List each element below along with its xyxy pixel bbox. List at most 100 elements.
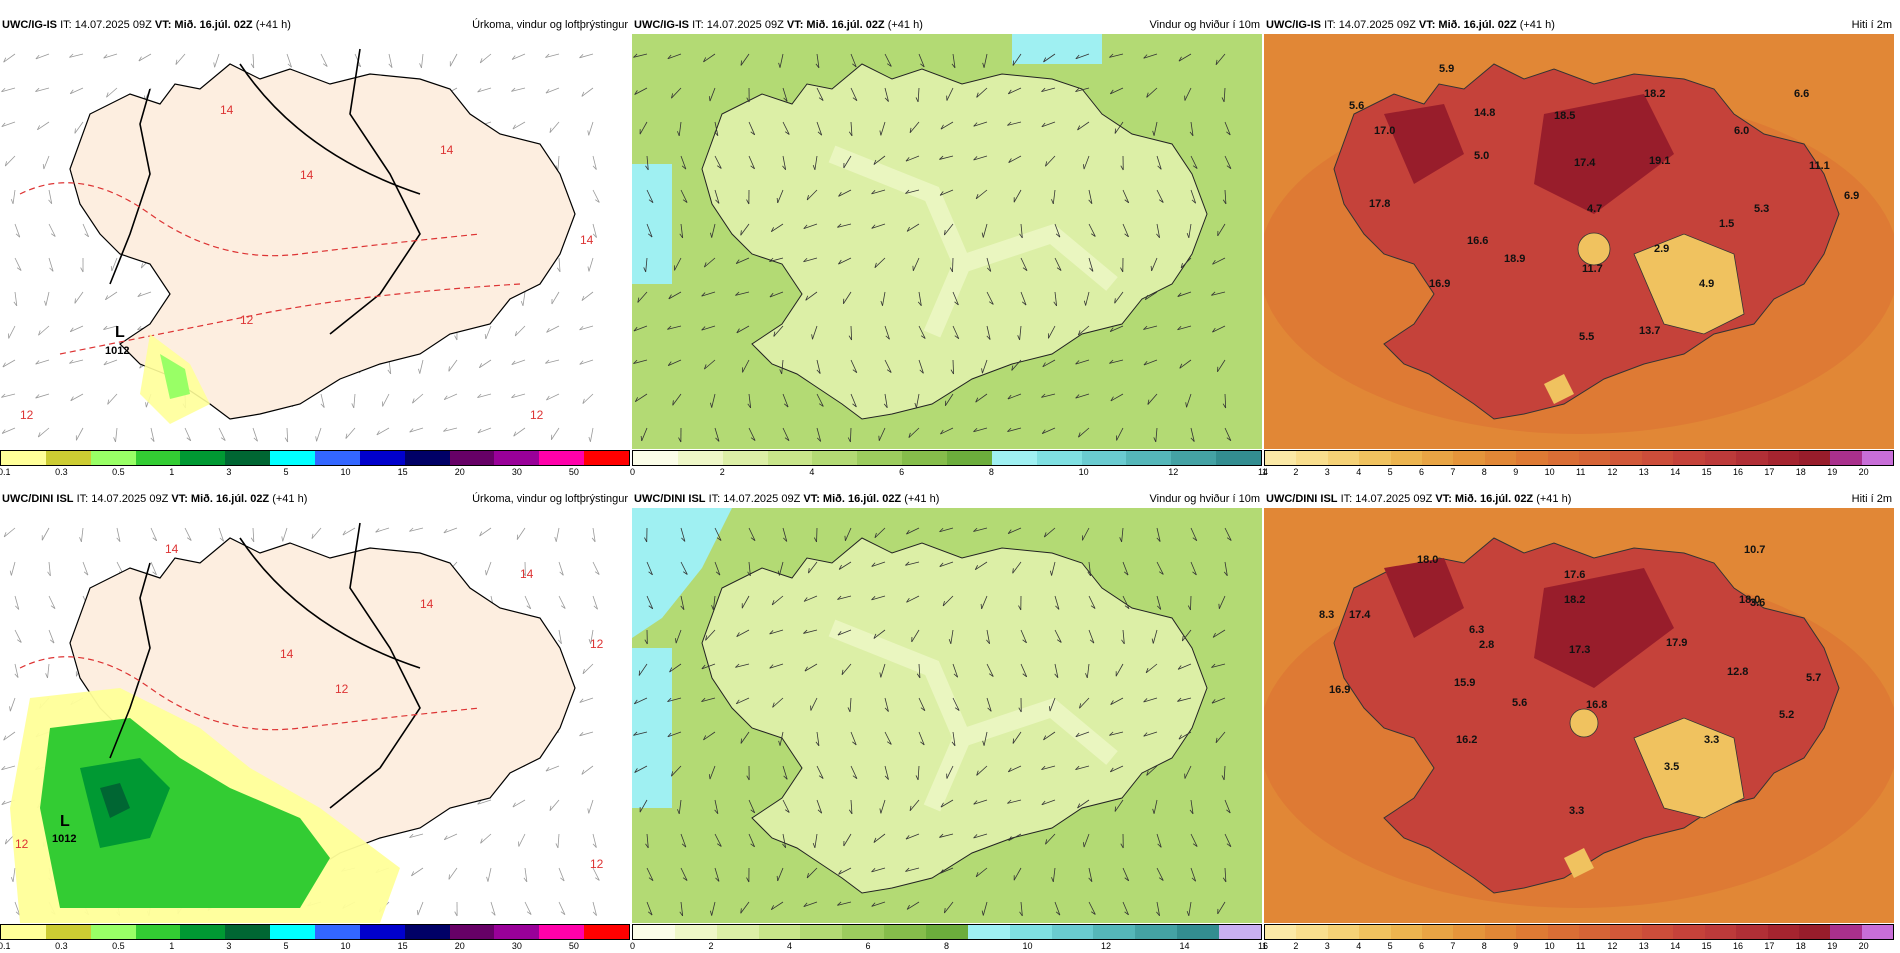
colorbar-label: 14 xyxy=(1670,467,1680,477)
colorbar-swatch xyxy=(1642,925,1673,939)
colorbar-swatch xyxy=(1516,925,1547,939)
panel-title: Vindur og hviður í 10m xyxy=(1150,16,1260,34)
colorbar-swatch xyxy=(1052,925,1094,939)
colorbar-swatch xyxy=(759,925,801,939)
temp-value-label: 18.9 xyxy=(1504,253,1525,265)
panel-wind-row2: UWC/DINI ISL IT: 14.07.2025 09Z VT: Mið.… xyxy=(632,490,1262,950)
temp-value-label: 12.8 xyxy=(1727,666,1748,678)
colorbar-label: 3 xyxy=(226,467,231,477)
precip-colorbar xyxy=(0,450,630,466)
isotherm-label: 12 xyxy=(15,837,29,851)
wind-arrow-head xyxy=(641,436,642,441)
colorbar-label: 3 xyxy=(1325,467,1330,477)
temp-colorbar xyxy=(1264,924,1894,940)
panel-header: UWC/DINI ISL IT: 14.07.2025 09Z VT: Mið.… xyxy=(1264,490,1894,508)
colorbar-label: 8 xyxy=(989,467,994,477)
colorbar-swatch xyxy=(270,925,315,939)
panel-temp-row2: UWC/DINI ISL IT: 14.07.2025 09Z VT: Mið.… xyxy=(1264,490,1894,950)
temp-value-label: 17.6 xyxy=(1564,569,1585,581)
colorbar-swatch xyxy=(678,451,723,465)
colorbar-label: 17 xyxy=(1764,467,1774,477)
colorbar-label: 1 xyxy=(169,467,174,477)
colorbar-swatch xyxy=(1799,925,1830,939)
colorbar-swatch xyxy=(1862,451,1893,465)
colorbar-swatch xyxy=(91,451,136,465)
colorbar-swatch xyxy=(1705,925,1736,939)
colorbar-swatch xyxy=(405,925,450,939)
colorbar-swatch xyxy=(1093,925,1135,939)
temp-value-label: 4.7 xyxy=(1587,203,1602,215)
colorbar-swatch xyxy=(1171,451,1216,465)
colorbar-swatch xyxy=(1296,925,1327,939)
colorbar-swatch xyxy=(992,451,1037,465)
panel-title: Úrkoma, vindur og loftþrýstingur xyxy=(472,16,628,34)
colorbar-swatch xyxy=(180,451,225,465)
colorbar-swatch xyxy=(315,451,360,465)
colorbar-swatch xyxy=(270,451,315,465)
colorbar-swatch xyxy=(1673,925,1704,939)
colorbar-swatch xyxy=(675,925,717,939)
colorbar-label: 10 xyxy=(341,467,351,477)
colorbar-swatch xyxy=(1548,451,1579,465)
colorbar-swatch xyxy=(1082,451,1127,465)
temp-value-label: 17.4 xyxy=(1574,157,1596,169)
temp-value-label: 16.2 xyxy=(1456,734,1477,746)
colorbar-label: 15 xyxy=(398,467,408,477)
colorbar-label: 0.5 xyxy=(112,467,125,477)
colorbar-swatch xyxy=(857,451,902,465)
colorbar-swatch xyxy=(1391,451,1422,465)
low-pressure-label: L xyxy=(115,324,125,341)
colorbar-swatch xyxy=(136,451,181,465)
colorbar-swatch xyxy=(180,925,225,939)
wind-arrow-head xyxy=(741,61,742,66)
colorbar-swatch xyxy=(1391,925,1422,939)
isotherm-label: 12 xyxy=(590,637,604,651)
colorbar-swatch xyxy=(315,925,360,939)
colorbar-swatch xyxy=(842,925,884,939)
colorbar-swatch xyxy=(450,451,495,465)
colorbar-label: 19 xyxy=(1827,467,1837,477)
temp-value-label: 13.7 xyxy=(1639,325,1660,337)
colorbar-swatch xyxy=(91,925,136,939)
colorbar-swatch xyxy=(136,925,181,939)
colorbar-swatch xyxy=(46,925,91,939)
colorbar-label: 4 xyxy=(809,467,814,477)
panel-wind-row1: UWC/IG-IS IT: 14.07.2025 09Z VT: Mið. 16… xyxy=(632,16,1262,476)
colorbar-swatch xyxy=(46,451,91,465)
colorbar-swatch xyxy=(1126,451,1171,465)
colorbar-swatch xyxy=(1135,925,1177,939)
colorbar-swatch xyxy=(1328,925,1359,939)
low-pressure-value: 1012 xyxy=(52,833,76,845)
temp-value-label: 19.1 xyxy=(1649,155,1670,167)
colorbar-label: 7 xyxy=(1450,467,1455,477)
colorbar-label: 2 xyxy=(1293,467,1298,477)
low-pressure-value: 1012 xyxy=(105,345,129,357)
precip-colorbar xyxy=(0,924,630,940)
colorbar-swatch xyxy=(1579,925,1610,939)
wind-arrow-head xyxy=(449,874,450,879)
temp-value-label: 5.0 xyxy=(1474,150,1489,162)
temp-value-label: 5.6 xyxy=(1512,697,1527,709)
colorbar-swatch xyxy=(1768,925,1799,939)
wind-arrow-head xyxy=(981,604,982,609)
colorbar-swatch xyxy=(1,925,46,939)
temp-value-label: 17.0 xyxy=(1374,125,1395,137)
colorbar-swatch xyxy=(225,925,270,939)
colorbar-swatch xyxy=(1265,925,1296,939)
colorbar-swatch xyxy=(633,925,675,939)
colorbar-swatch xyxy=(539,451,584,465)
isotherm-label: 12 xyxy=(20,408,34,422)
temp-value-label: 8.3 xyxy=(1319,609,1334,621)
temp-value-label: 4.9 xyxy=(1699,278,1714,290)
colorbar-swatch xyxy=(926,925,968,939)
colorbar-label: 5 xyxy=(1388,467,1393,477)
colorbar-label: 2 xyxy=(720,467,725,477)
colorbar-swatch xyxy=(1422,925,1453,939)
colorbar-label: 6 xyxy=(1419,467,1424,477)
colorbar-label: 10 xyxy=(1079,467,1089,477)
temp-value-label: 5.5 xyxy=(1579,331,1594,343)
wind-arrow xyxy=(952,258,953,272)
